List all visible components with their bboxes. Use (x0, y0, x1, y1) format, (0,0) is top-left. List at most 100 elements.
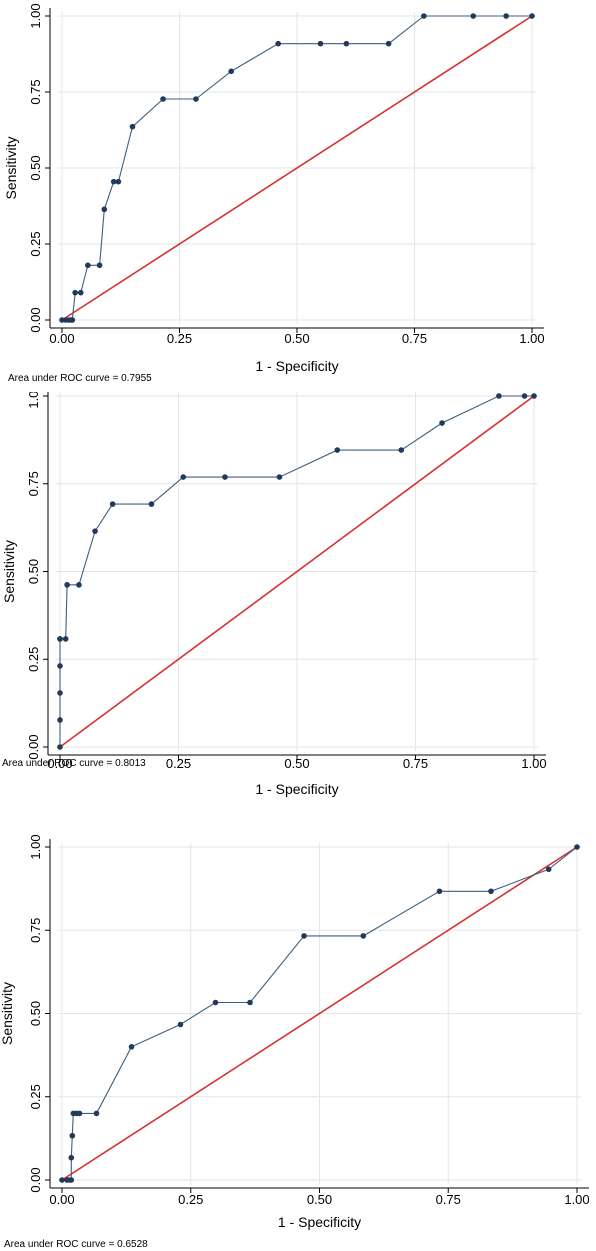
roc-chart-3-svg: 0.00 0.00 0.25 0.25 0.50 0.50 0.75 0.75 1.00 1.00… (0, 834, 590, 1250)
x-axis-title: 1 - Specificity (278, 1214, 361, 1230)
roc-point (64, 582, 70, 588)
y-tick-label: 0.50 (28, 1001, 43, 1026)
roc-point (488, 888, 494, 895)
roc-point (68, 1154, 75, 1161)
roc-point (317, 40, 324, 47)
roc-point (439, 420, 445, 426)
x-tick-label: 0.75 (403, 756, 428, 771)
roc-curve-line (59, 395, 534, 747)
roc-point (69, 1132, 76, 1139)
auc-note: Area under ROC curve = 0.8013 (2, 758, 146, 769)
roc-point (78, 289, 84, 296)
x-tick-label: 1.00 (519, 331, 544, 346)
x-tick-label: 0.50 (284, 331, 309, 346)
roc-point (521, 393, 528, 399)
y-tick-label: 0.00 (28, 1167, 43, 1192)
roc-point (72, 289, 78, 296)
roc-point (343, 40, 350, 47)
roc-point (503, 13, 509, 19)
x-tick-label: 0.75 (436, 1192, 461, 1207)
roc-point (398, 447, 405, 453)
roc-point (496, 393, 502, 399)
roc-point (110, 178, 117, 185)
roc-point (228, 68, 234, 75)
y-tick-label: 1.00 (28, 834, 43, 859)
x-tick-label: 1.00 (521, 756, 546, 771)
roc-chart-2: 0.00 0.00 0.25 0.25 0.50 0.50 0.75 0.75 1.00 1.00… (0, 392, 596, 812)
reference-line (59, 395, 535, 748)
x-tick-label: 0.50 (307, 1192, 332, 1207)
x-tick-label: 1.00 (564, 1192, 589, 1207)
roc-chart-3: 0.00 0.00 0.25 0.25 0.50 0.50 0.75 0.75 1.00 1.00… (0, 812, 596, 1251)
roc-point (470, 13, 477, 19)
roc-point (574, 844, 580, 850)
x-tick-label: 0.25 (178, 1192, 203, 1207)
x-tick-label: 0.25 (166, 756, 191, 771)
y-tick-label: 0.50 (28, 155, 43, 180)
roc-point (68, 1177, 75, 1183)
roc-point (109, 501, 116, 507)
roc-point (531, 393, 537, 399)
roc-point (334, 447, 341, 453)
auc-note: Area under ROC curve = 0.6528 (4, 1239, 148, 1250)
roc-point (69, 317, 76, 323)
reference-line (61, 15, 533, 321)
roc-point (57, 744, 63, 750)
roc-point (76, 582, 82, 588)
roc-curve-line (62, 846, 578, 1181)
roc-point (247, 999, 253, 1006)
roc-point (62, 636, 69, 642)
roc-point (57, 636, 63, 642)
y-tick-label: 0.25 (28, 1084, 43, 1109)
roc-point (385, 40, 392, 47)
x-tick-label: 0.00 (49, 1192, 74, 1207)
y-tick-label: 0.75 (28, 918, 43, 943)
roc-point (76, 1110, 83, 1117)
roc-point (222, 474, 228, 480)
roc-point (57, 717, 63, 723)
roc-point (59, 1177, 65, 1183)
roc-point (57, 663, 63, 669)
y-tick-label: 0.75 (26, 471, 41, 496)
y-axis-title: Sensitivity (1, 540, 17, 603)
x-tick-label: 0.75 (402, 331, 427, 346)
roc-point (180, 474, 187, 480)
roc-point (193, 96, 199, 102)
roc-point (276, 474, 283, 480)
y-axis-title: Sensitivity (3, 136, 19, 199)
y-tick-label: 0.50 (26, 559, 41, 584)
roc-point (212, 999, 219, 1006)
roc-chart-1-svg: 0.00 0.00 0.25 0.25 0.50 0.50 0.75 0.75 1.00 1.00… (3, 3, 545, 384)
roc-point (57, 690, 63, 696)
roc-chart-2-svg: 0.00 0.00 0.25 0.25 0.50 0.50 0.75 0.75 1.00 1.00… (1, 392, 547, 797)
roc-point (93, 1110, 100, 1117)
roc-point (128, 1044, 135, 1050)
roc-point (92, 528, 98, 534)
roc-point (160, 96, 166, 102)
roc-point (148, 501, 155, 507)
x-tick-label: 0.50 (284, 756, 309, 771)
roc-point (545, 866, 552, 873)
y-tick-label: 0.00 (28, 307, 43, 332)
reference-line (61, 846, 578, 1181)
roc-point (360, 933, 367, 939)
roc-point (101, 206, 108, 213)
x-tick-label: 0.00 (47, 756, 72, 771)
roc-point (301, 933, 307, 939)
roc-point (436, 888, 443, 895)
roc-point (129, 123, 136, 130)
y-tick-label: 0.25 (26, 647, 41, 672)
roc-point (96, 262, 103, 269)
y-tick-label: 0.00 (26, 734, 41, 759)
x-tick-label: 0.25 (167, 331, 192, 346)
x-tick-label: 0.00 (49, 331, 74, 346)
y-tick-label: 0.25 (28, 231, 43, 256)
y-tick-label: 1.00 (26, 392, 41, 409)
x-axis-title: 1 - Specificity (255, 781, 338, 797)
roc-point (275, 40, 282, 47)
roc-point (421, 13, 427, 19)
roc-point (529, 13, 535, 19)
x-axis-title: 1 - Specificity (255, 358, 338, 374)
y-tick-label: 1.00 (28, 3, 43, 28)
roc-chart-1: 0.00 0.00 0.25 0.25 0.50 0.50 0.75 0.75 1.00 1.00… (0, 0, 596, 392)
